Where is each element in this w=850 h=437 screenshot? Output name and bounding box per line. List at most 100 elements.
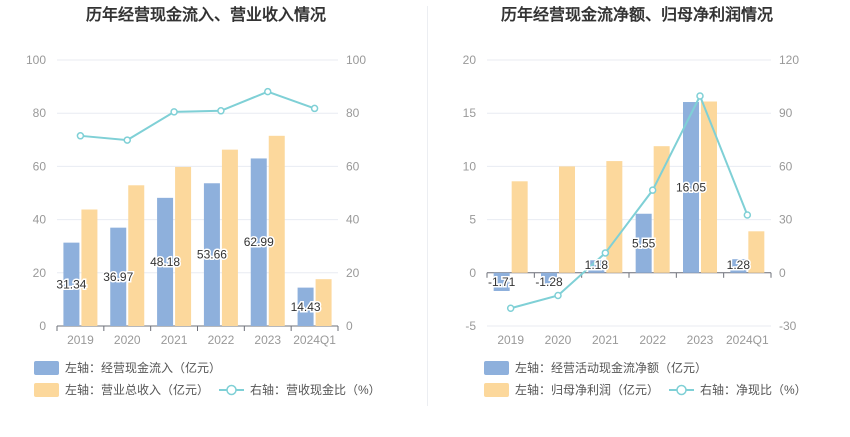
- line-point: [310, 104, 319, 113]
- line-point: [264, 87, 272, 96]
- legend-marker-series-3: [226, 384, 237, 396]
- panel-divider: [427, 6, 428, 406]
- bar-series-1: [683, 102, 699, 273]
- right-axis-tick-label: 60: [779, 159, 793, 173]
- legend-label-series-3: 右轴：净现比（%）: [700, 382, 807, 397]
- legend-swatch-series-2: [34, 383, 59, 397]
- x-axis-category-label: 2021: [161, 333, 188, 347]
- x-axis-category-label: 2022: [639, 333, 666, 347]
- bar-series-2: [315, 279, 332, 326]
- x-axis-category-label: 2024Q1: [293, 333, 336, 347]
- bar-series-1: [730, 259, 747, 273]
- bar-data-label: 31.34: [56, 277, 86, 291]
- x-axis-category-label: 2021: [592, 333, 619, 347]
- right-axis-tick-label: 30: [779, 213, 793, 227]
- bar-data-label: 53.66: [197, 248, 227, 262]
- right-axis-tick-label: 20: [346, 266, 360, 280]
- chart-group: 历年经营现金流净额、归母净利润情况 -5 0 5 10 15 20 -30 0 30 60 90 120…: [463, 5, 807, 397]
- bar-series-1: [541, 272, 557, 287]
- legend-swatch-series-1: [484, 361, 509, 375]
- bar-series-1: [157, 197, 174, 326]
- left-axis-tick-label: 80: [33, 106, 47, 120]
- right-axis-tick-label: 0: [346, 319, 353, 333]
- bar-data-label: -1.28: [535, 275, 563, 289]
- left-axis-tick-label: 60: [33, 159, 47, 173]
- x-axis-category-label: 2019: [67, 333, 94, 347]
- right-axis-tick-label: -30: [779, 319, 797, 333]
- line-point: [217, 107, 225, 115]
- x-axis-category-label: 2020: [114, 333, 141, 347]
- bar-series-1: [297, 287, 314, 326]
- line-point: [76, 132, 85, 140]
- right-axis-tick-label: 100: [346, 53, 366, 67]
- line-point: [170, 108, 178, 116]
- bar-series-2: [511, 181, 528, 273]
- x-axis-category-label: 2023: [254, 333, 281, 347]
- bar-data-label: 14.43: [291, 300, 321, 314]
- bar-series-2: [701, 101, 717, 273]
- legend-label-series-1: 左轴：经营现金流入（亿元）: [65, 360, 221, 375]
- bar-series-2: [559, 166, 575, 273]
- legend-label-series-2: 左轴：归母净利润（亿元）: [515, 382, 659, 397]
- bar-series-1: [63, 242, 80, 326]
- right-axis-tick-label: 80: [346, 106, 360, 120]
- line-point: [506, 304, 515, 313]
- bar-series-2: [175, 166, 192, 326]
- bar-data-label: 1.28: [727, 258, 751, 272]
- x-axis-category-label: 2022: [208, 333, 235, 347]
- left-axis-tick-label: 5: [469, 213, 476, 227]
- net-cash-flow-profit-chart: 历年经营现金流净额、归母净利润情况 -5 0 5 10 15 20 -30 0 30 60 90 120…: [463, 5, 807, 397]
- line-point: [648, 186, 657, 194]
- line-series: [80, 90, 315, 142]
- bar-series-2: [128, 185, 145, 326]
- cash-inflow-revenue-chart: 历年经营现金流入、营业收入情况 0 20 40 60 80 100 0 20 40 60 80 100 2…: [26, 5, 381, 397]
- bar-series-1: [250, 158, 267, 326]
- line-point: [554, 291, 562, 300]
- left-axis-tick-label: 20: [463, 53, 477, 67]
- bar-series-1: [493, 272, 510, 291]
- x-axis-category-label: 2019: [497, 333, 524, 347]
- legend-swatch-series-2: [484, 383, 509, 397]
- legend-label-series-2: 左轴：营业总收入（亿元）: [65, 382, 209, 397]
- chart-title: 历年经营现金流入、营业收入情况: [86, 5, 326, 24]
- bar-data-label: 62.99: [244, 235, 274, 249]
- legend-label-series-1: 左轴：经营活动现金流净额（亿元）: [515, 360, 707, 375]
- right-axis-tick-label: 90: [779, 106, 793, 120]
- legend-marker-series-3: [676, 384, 687, 396]
- bar-data-label: 1.18: [585, 258, 609, 272]
- line-series: [510, 93, 749, 310]
- legend-label-series-3: 右轴：营收现金比（%）: [250, 382, 381, 397]
- right-axis-tick-label: 120: [779, 53, 799, 67]
- x-axis-category-label: 2020: [545, 333, 572, 347]
- left-axis-tick-label: -5: [465, 319, 476, 333]
- left-axis-tick-label: 0: [469, 266, 476, 280]
- bar-series-2: [606, 161, 623, 273]
- left-axis-tick-label: 40: [33, 213, 47, 227]
- right-axis-tick-label: 60: [346, 159, 360, 173]
- bar-data-label: 5.55: [632, 236, 656, 250]
- left-axis-tick-label: 15: [463, 106, 477, 120]
- bar-data-label: 16.05: [676, 180, 706, 194]
- bar-series-2: [221, 149, 238, 326]
- line-point: [123, 136, 131, 144]
- legend-swatch-series-1: [34, 361, 59, 375]
- x-axis-category-label: 2024Q1: [726, 333, 769, 347]
- bar-series-1: [635, 213, 652, 273]
- x-axis-category-label: 2023: [687, 333, 714, 347]
- bar-series-1: [110, 227, 127, 326]
- left-axis-tick-label: 10: [463, 159, 477, 173]
- chart-title: 历年经营现金流净额、归母净利润情况: [501, 5, 773, 24]
- left-axis-tick-label: 100: [26, 53, 46, 67]
- right-axis-tick-label: 40: [346, 213, 360, 227]
- bar-data-label: -1.71: [488, 275, 516, 289]
- bar-data-label: 36.97: [103, 270, 133, 284]
- chart-group: 历年经营现金流入、营业收入情况 0 20 40 60 80 100 0 20 40 60 80 100 2…: [26, 5, 381, 397]
- bar-series-2: [748, 231, 765, 273]
- bar-series-2: [268, 135, 285, 326]
- bar-series-2: [653, 146, 670, 273]
- line-point: [743, 211, 752, 219]
- bar-series-1: [203, 183, 220, 326]
- line-point: [696, 92, 704, 100]
- right-axis-tick-label: 0: [779, 266, 786, 280]
